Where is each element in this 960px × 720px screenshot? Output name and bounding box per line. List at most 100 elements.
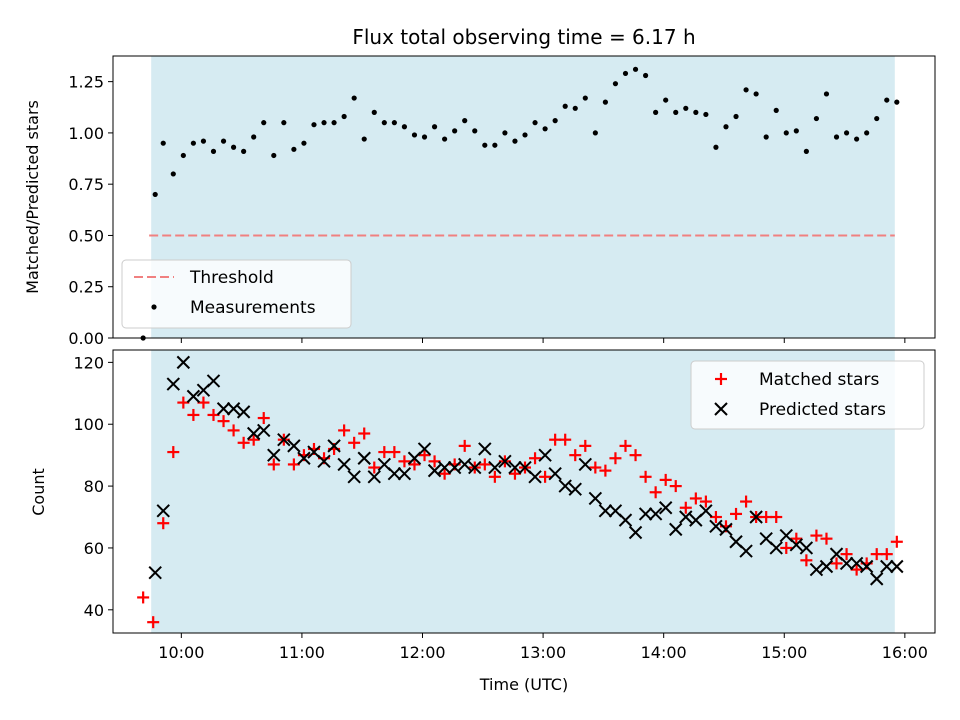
measurement-point — [442, 136, 448, 142]
measurement-point — [271, 152, 277, 159]
matched-star-point — [629, 449, 642, 462]
matched-star-point — [549, 433, 562, 446]
x-tick-label: 14:00 — [641, 643, 687, 662]
predicted-star-point — [166, 377, 181, 391]
matched-star-point — [217, 415, 230, 428]
matched-star-point — [348, 436, 361, 449]
matched-star-point — [187, 408, 200, 421]
matched-star-point — [287, 458, 300, 471]
legend-measurements-label: Measurements — [190, 298, 316, 318]
y-tick-label: 100 — [73, 415, 104, 434]
bottom-legend: Matched stars Predicted stars — [690, 360, 925, 430]
bottom-panel: 40 60 80 100 120 10:00 11:00 12:00 13:00 14:00 15… — [29, 349, 936, 694]
predicted-star-point — [226, 402, 241, 416]
y-tick-label: 40 — [84, 601, 104, 620]
measurement-point — [663, 97, 669, 103]
measurement-point — [401, 124, 408, 130]
measurement-point — [572, 105, 578, 111]
measurement-point — [843, 130, 850, 136]
measurement-point — [251, 134, 257, 140]
top-panel: 0.00 0.25 0.50 0.75 1.00 1.25 Flux total obse… — [23, 25, 936, 348]
measurement-point — [411, 132, 418, 138]
matched-star-point — [207, 408, 220, 421]
measurement-point — [723, 124, 729, 130]
measurement-point — [321, 120, 327, 126]
y-tick-label: 1.25 — [68, 73, 104, 92]
count-points — [137, 355, 904, 629]
bottom-x-axis-label: Time (UTC) — [479, 675, 568, 694]
predicted-star-point — [317, 454, 331, 469]
predicted-star-point — [327, 439, 341, 453]
matched-star-point — [669, 480, 682, 493]
predicted-star-point — [367, 470, 381, 484]
measurement-points — [140, 66, 900, 341]
predicted-star-point — [417, 442, 432, 456]
matched-star-point — [880, 548, 893, 561]
predicted-star-point — [739, 544, 753, 558]
matched-star-point — [157, 517, 170, 530]
bottom-x-axis: 10:00 11:00 12:00 13:00 14:00 15:00 16:00 — [158, 633, 928, 662]
measurement-point — [462, 118, 468, 124]
x-tick-label: 13:00 — [520, 643, 566, 662]
bottom-y-axis-label: Count — [29, 468, 48, 516]
matched-star-point — [870, 548, 883, 561]
matched-star-point — [589, 461, 602, 474]
measurement-point — [673, 109, 679, 115]
predicted-star-point — [849, 556, 864, 571]
predicted-star-point — [669, 522, 683, 537]
matched-star-point — [569, 449, 582, 462]
matched-star-point — [438, 467, 451, 480]
x-tick-label: 12:00 — [399, 643, 445, 662]
predicted-star-point — [859, 559, 874, 574]
measurement-point — [502, 130, 508, 136]
matched-star-point — [699, 495, 712, 508]
y-tick-label: 1.00 — [68, 124, 104, 143]
matched-star-point — [378, 446, 391, 459]
predicted-star-point — [236, 405, 251, 419]
measurement-point — [833, 134, 840, 140]
measurement-point — [783, 130, 789, 136]
predicted-star-point — [427, 463, 442, 478]
predicted-star-point — [578, 457, 593, 472]
predicted-star-point — [498, 454, 512, 469]
matched-star-point — [649, 486, 662, 499]
matched-star-point — [398, 455, 411, 468]
predicted-star-point — [598, 504, 613, 518]
matched-star-point — [689, 492, 702, 505]
predicted-star-point — [387, 467, 402, 481]
y-tick-label: 0.25 — [68, 278, 104, 297]
predicted-star-point — [890, 559, 904, 574]
predicted-star-point — [478, 442, 492, 456]
measurement-point — [230, 144, 237, 150]
predicted-star-point — [206, 374, 221, 388]
predicted-star-point — [447, 460, 462, 475]
matched-star-point — [267, 458, 280, 471]
measurement-point — [180, 152, 186, 159]
matched-star-point — [167, 446, 180, 459]
measurement-point — [452, 128, 458, 134]
predicted-star-point — [397, 467, 412, 481]
top-legend-box — [121, 259, 352, 329]
legend-predicted-swatch — [714, 402, 728, 416]
predicted-star-point — [347, 470, 361, 484]
measurement-point — [763, 134, 769, 140]
matched-star-point — [599, 464, 612, 477]
measurement-point — [160, 140, 166, 146]
matched-star-point — [529, 452, 542, 465]
measurement-point — [733, 113, 739, 120]
measurement-point — [241, 148, 247, 154]
matched-star-point — [368, 461, 381, 474]
measurement-point — [421, 134, 428, 140]
measurement-point — [341, 113, 347, 120]
measurement-point — [713, 144, 719, 150]
legend-matched-label: Matched stars — [759, 370, 879, 390]
predicted-star-point — [246, 426, 261, 441]
predicted-star-point — [719, 522, 733, 537]
measurement-point — [703, 111, 709, 118]
measurement-point — [381, 120, 387, 126]
predicted-star-point — [558, 479, 572, 493]
matched-star-point — [539, 470, 552, 483]
predicted-star-point — [628, 525, 643, 540]
predicted-star-point — [186, 389, 201, 404]
x-tick-label: 10:00 — [158, 643, 204, 662]
